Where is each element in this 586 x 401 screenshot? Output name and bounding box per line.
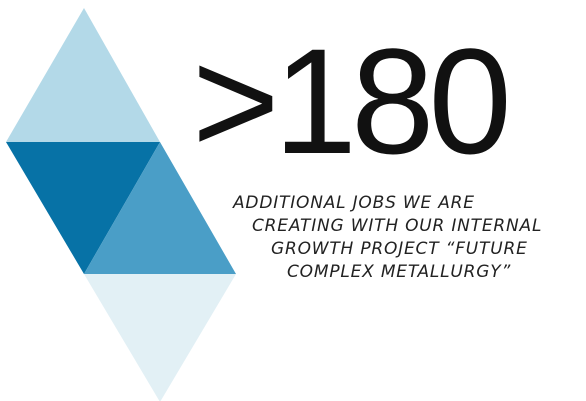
caption-line-1: ADDITIONAL JOBS WE ARE [233,193,475,213]
stat-caption: ADDITIONAL JOBS WE ARE CREATING WITH OUR… [200,192,582,284]
caption-line-3: GROWTH PROJECT “FUTURE [271,239,528,259]
caption-line-4: COMPLEX METALLURGY” [287,262,512,282]
right-medium-triangle [84,142,236,274]
top-light-triangle [6,8,160,142]
caption-line-2: CREATING WITH OUR INTERNAL [252,216,543,236]
headline-stat: >180 [192,17,512,185]
left-dark-triangle [6,142,160,274]
bottom-pale-triangle [84,274,236,401]
